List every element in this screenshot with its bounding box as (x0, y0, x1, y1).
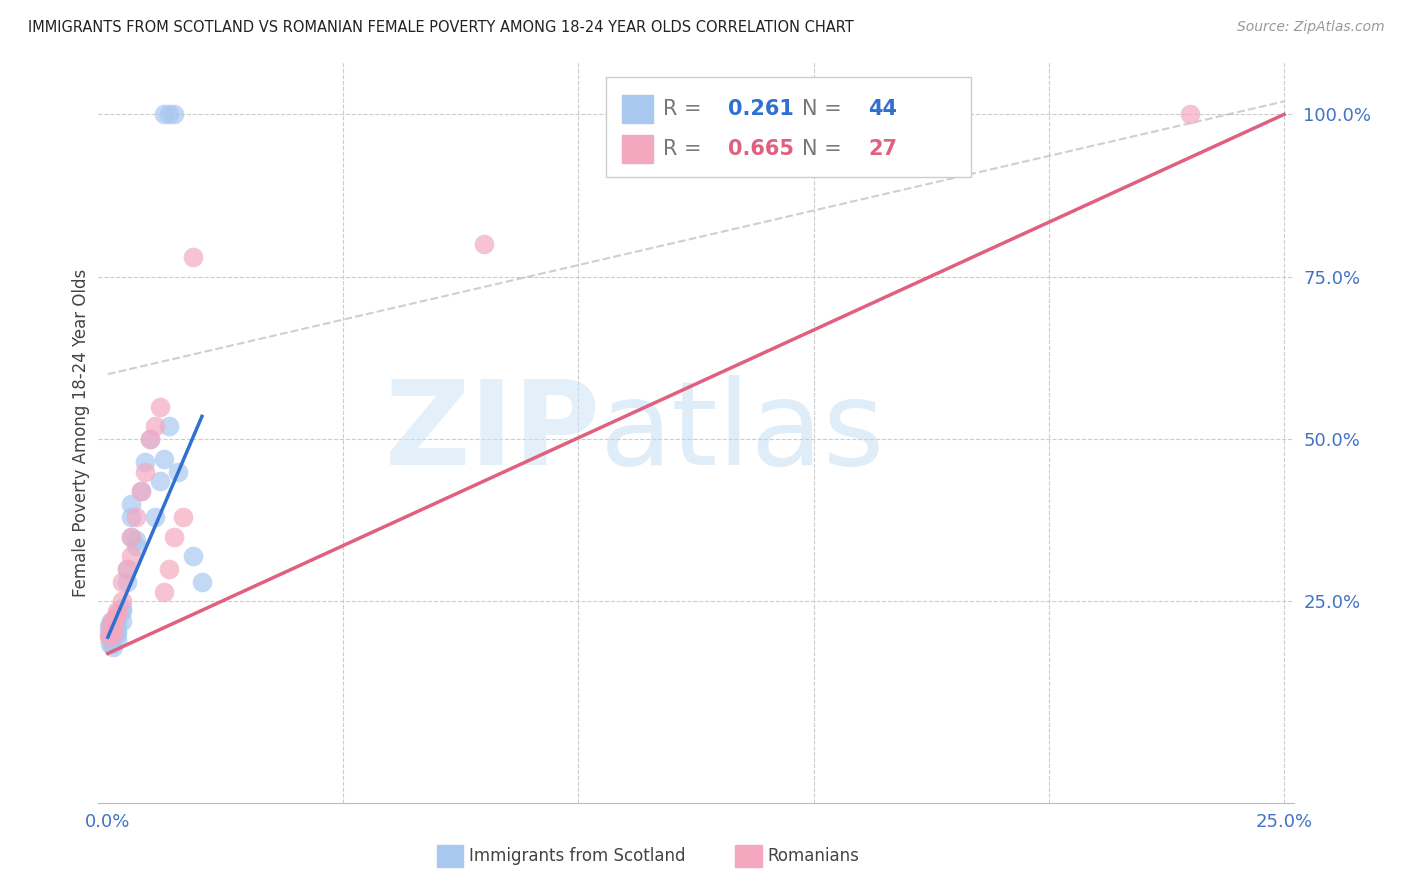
Point (101, 627, 124, 641)
Point (105, 607, 128, 622)
Point (125, 510, 148, 524)
FancyBboxPatch shape (437, 846, 463, 867)
Point (149, 400, 172, 414)
Point (181, 549, 204, 563)
Text: 27: 27 (868, 139, 897, 159)
Point (157, 419, 180, 434)
Point (98, 620, 121, 634)
Point (143, 510, 166, 524)
Point (129, 484, 152, 499)
Point (105, 624, 128, 638)
Point (1178, 107, 1201, 121)
Point (105, 611, 128, 625)
Text: N =: N = (803, 139, 849, 159)
Point (120, 529, 142, 543)
Point (111, 594, 134, 608)
Point (153, 584, 176, 599)
Point (98, 624, 121, 638)
Text: N =: N = (803, 99, 849, 120)
FancyBboxPatch shape (621, 135, 652, 163)
Point (157, 562, 180, 576)
FancyBboxPatch shape (606, 78, 972, 178)
Text: 0.665: 0.665 (728, 139, 794, 159)
Point (101, 627, 124, 641)
Point (472, 237, 495, 252)
Point (98, 637, 121, 651)
Point (101, 614, 124, 628)
Point (149, 475, 172, 489)
Point (115, 562, 138, 576)
Point (100, 614, 122, 628)
Text: Immigrants from Scotland: Immigrants from Scotland (470, 847, 685, 865)
Point (111, 574, 134, 589)
Point (98, 617, 121, 632)
Point (101, 617, 124, 632)
Point (139, 432, 162, 446)
Point (100, 617, 122, 632)
FancyBboxPatch shape (735, 846, 762, 867)
Text: Source: ZipAtlas.com: Source: ZipAtlas.com (1237, 20, 1385, 34)
Point (120, 529, 142, 543)
Point (100, 624, 122, 638)
Point (134, 465, 156, 479)
Point (157, 107, 180, 121)
FancyBboxPatch shape (621, 95, 652, 123)
Point (172, 510, 194, 524)
Point (105, 617, 128, 632)
Point (115, 574, 138, 589)
Point (101, 620, 124, 634)
Point (101, 640, 124, 654)
Point (98, 627, 121, 641)
Point (101, 620, 124, 634)
Point (101, 614, 124, 628)
Point (129, 484, 152, 499)
Point (111, 601, 134, 615)
Point (111, 604, 134, 618)
Point (101, 620, 124, 634)
Text: R =: R = (662, 99, 707, 120)
Point (105, 604, 128, 618)
Point (167, 465, 190, 479)
Text: 44: 44 (868, 99, 897, 120)
Point (181, 250, 204, 264)
Point (104, 611, 127, 625)
Point (163, 529, 186, 543)
Point (105, 627, 128, 641)
Text: IMMIGRANTS FROM SCOTLAND VS ROMANIAN FEMALE POVERTY AMONG 18-24 YEAR OLDS CORREL: IMMIGRANTS FROM SCOTLAND VS ROMANIAN FEM… (28, 20, 853, 35)
Point (125, 533, 148, 547)
Point (111, 614, 134, 628)
Point (153, 107, 176, 121)
Point (143, 419, 166, 434)
Text: atlas: atlas (600, 376, 886, 490)
Point (100, 637, 122, 651)
Text: R =: R = (662, 139, 707, 159)
Point (163, 107, 186, 121)
Text: ZIP: ZIP (384, 376, 600, 490)
Point (153, 451, 176, 466)
Point (98, 630, 121, 644)
Point (104, 620, 127, 634)
Point (191, 574, 214, 589)
Y-axis label: Female Poverty Among 18-24 Year Olds: Female Poverty Among 18-24 Year Olds (72, 268, 90, 597)
Point (115, 562, 138, 576)
Point (139, 432, 162, 446)
Point (105, 633, 128, 648)
Point (120, 549, 142, 563)
Point (120, 510, 142, 524)
Point (100, 630, 122, 644)
Point (101, 624, 124, 638)
Point (120, 497, 142, 511)
Point (125, 539, 148, 553)
Text: 0.261: 0.261 (728, 99, 794, 120)
Text: Romanians: Romanians (768, 847, 859, 865)
Point (134, 455, 156, 469)
